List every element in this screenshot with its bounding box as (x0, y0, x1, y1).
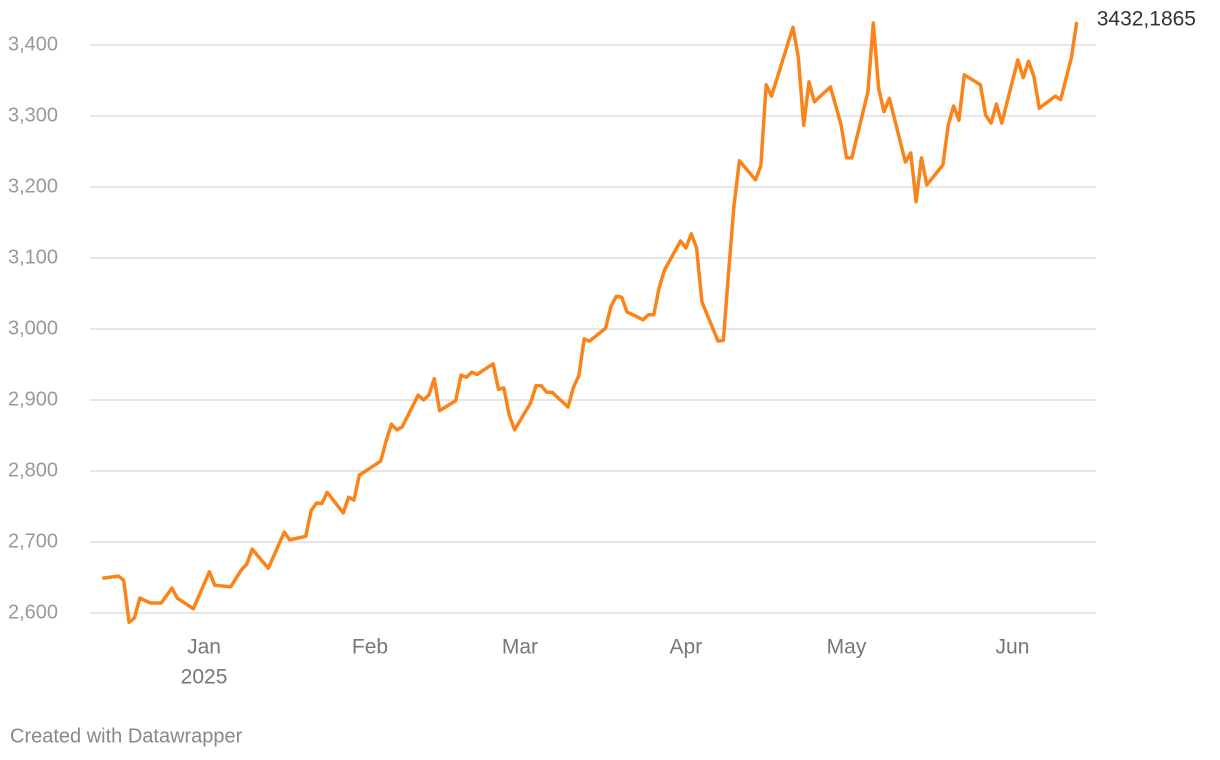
footer: Created with Datawrapper (10, 725, 243, 747)
x-year-label: 2025 (181, 666, 228, 689)
x-tick-label: Jun (996, 636, 1030, 659)
line (102, 21, 1079, 624)
x-tick-label: Apr (670, 636, 703, 659)
value-label: 3432,1865 (1097, 8, 1196, 31)
x-tick-label: May (827, 636, 867, 659)
y-tick-label: 2,800 (8, 459, 58, 481)
y-tick-label: 3,200 (8, 175, 58, 197)
y-tick-label: 3,300 (8, 104, 58, 126)
y-tick-label: 3,000 (8, 317, 58, 339)
x-tick-label: Jan (187, 636, 221, 659)
y-tick-label: 2,600 (8, 601, 58, 623)
y-tick-label: 3,100 (8, 246, 58, 268)
y-tick-label: 2,700 (8, 530, 58, 552)
x-tick-label: Mar (502, 636, 538, 659)
x-tick-label: Feb (352, 636, 388, 659)
y-tick-label: 2,900 (8, 388, 58, 410)
y-tick-label: 3,400 (8, 33, 58, 55)
